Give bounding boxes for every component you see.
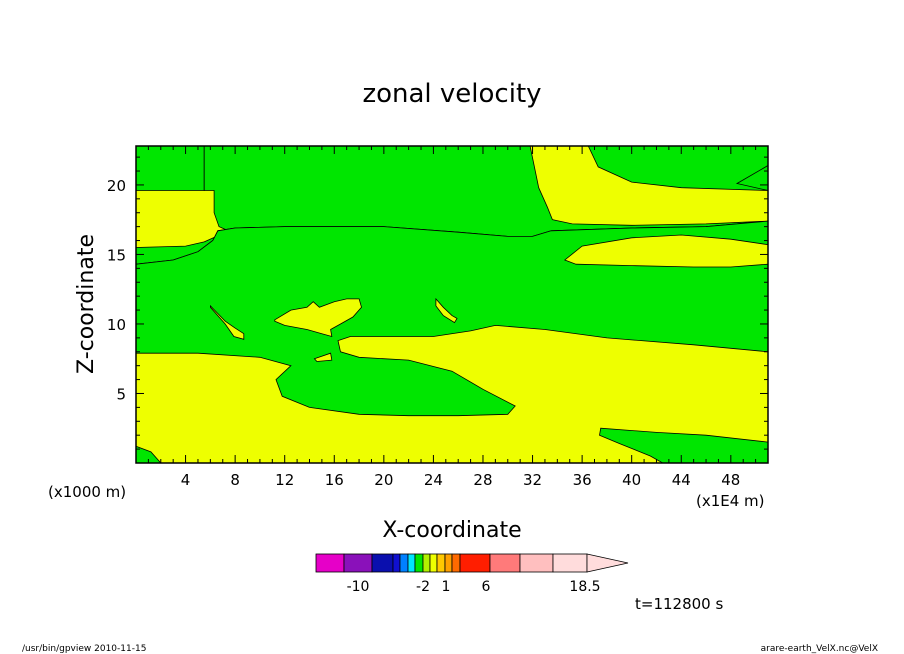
x-tick-label: 12 xyxy=(275,471,294,489)
x-axis-ticks: 4 8 12 16 20 24 28 32 36 40 44 48 xyxy=(147,146,757,489)
colorbar-label: -2 xyxy=(416,579,430,595)
colorbar-swatch xyxy=(399,553,409,573)
y-unit-label: (x1000 m) xyxy=(48,483,126,501)
x-tick-label: 4 xyxy=(181,471,191,489)
contour-region-yellow-blob-left xyxy=(209,304,245,340)
colorbar-label: 1 xyxy=(442,579,451,595)
colorbar-label: 18.5 xyxy=(569,579,600,595)
x-tick-label: 8 xyxy=(230,471,240,489)
y-axis-label: Z-coordinate xyxy=(74,234,99,374)
colorbar-swatch xyxy=(429,553,438,573)
contour-region-mid-yellow-patch xyxy=(274,298,362,338)
footer-right: arare-earth_VelX.nc@VelX xyxy=(761,644,878,654)
x-tick-label: 44 xyxy=(672,471,691,489)
time-label: t=112800 s xyxy=(635,595,723,613)
x-tick-label: 48 xyxy=(721,471,740,489)
contour-region-yellow-small-dot xyxy=(313,352,333,362)
colorbar-swatch xyxy=(315,553,345,573)
y-tick-label: 20 xyxy=(107,177,126,195)
y-tick-label: 15 xyxy=(107,246,126,264)
colorbar-swatch xyxy=(519,553,554,573)
colorbar-swatch xyxy=(436,553,446,573)
colorbar-swatch xyxy=(489,553,521,573)
colorbar-swatch xyxy=(392,553,401,573)
plot-frame xyxy=(135,145,769,464)
contour-region-yellow-blob-center xyxy=(435,297,458,324)
x-tick-label: 16 xyxy=(325,471,344,489)
x-tick-label: 36 xyxy=(573,471,592,489)
colorbar-swatch xyxy=(444,553,453,573)
colorbar-swatch xyxy=(414,553,424,573)
x-unit-label: (x1E4 m) xyxy=(696,492,765,510)
footer-left: /usr/bin/gpview 2010-11-15 xyxy=(22,644,146,654)
contour-regions xyxy=(135,145,769,464)
x-tick-label: 24 xyxy=(424,471,443,489)
colorbar-swatch xyxy=(343,553,373,573)
colorbar-swatch xyxy=(407,553,416,573)
colorbar-swatch xyxy=(451,553,461,573)
colorbar-label: -10 xyxy=(347,579,370,595)
colorbar-extend-arrow xyxy=(586,553,629,573)
x-tick-label: 20 xyxy=(374,471,393,489)
colorbar-label: 6 xyxy=(482,579,491,595)
colorbar-swatch xyxy=(552,553,588,573)
x-tick-label: 40 xyxy=(622,471,641,489)
colorbar-swatch xyxy=(459,553,491,573)
x-tick-label: 28 xyxy=(473,471,492,489)
chart-title: zonal velocity xyxy=(362,79,541,109)
y-tick-label: 5 xyxy=(116,385,126,403)
contour-region-upper-left-green xyxy=(135,145,205,191)
colorbar-swatch xyxy=(371,553,394,573)
y-axis-ticks: 5 10 15 20 xyxy=(107,156,768,450)
colorbar xyxy=(315,553,629,573)
x-tick-label: 32 xyxy=(523,471,542,489)
x-axis-label: X-coordinate xyxy=(382,518,521,543)
y-tick-label: 10 xyxy=(107,316,126,334)
colorbar-swatch xyxy=(422,553,431,573)
